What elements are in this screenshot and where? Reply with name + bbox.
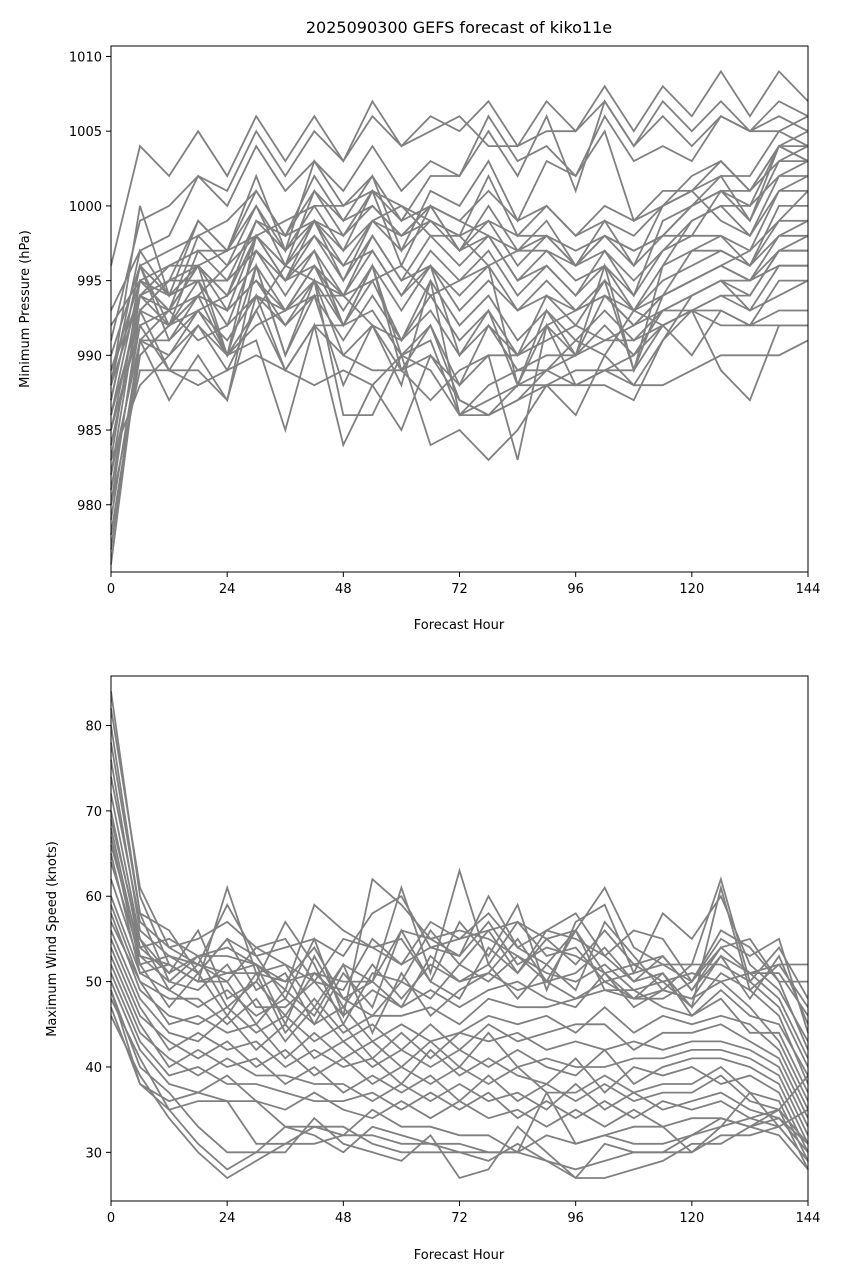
pressure-series-line-member-30 xyxy=(110,115,809,401)
pressure-x-tick-label: 96 xyxy=(567,582,584,597)
pressure-x-tick-label: 48 xyxy=(335,582,352,597)
wind-x-tick-label: 48 xyxy=(335,1211,352,1226)
wind-y-tick-label: 40 xyxy=(85,1061,102,1076)
wind-series-line-member-26 xyxy=(110,981,809,1170)
wind-series-line-member-22 xyxy=(110,947,809,1162)
wind-member-lines xyxy=(110,691,809,1180)
wind-y-ticks: 30 40 50 60 70 80 xyxy=(85,720,111,1161)
pressure-series-line-member-22 xyxy=(110,292,808,476)
wind-series-line-member-14 xyxy=(110,861,809,1102)
chart-title: 2025090300 GEFS forecast of kiko11e xyxy=(306,18,612,37)
pressure-y-tick-label: 980 xyxy=(77,499,102,514)
wind-x-ticks: 0 24 48 72 96 120 144 xyxy=(107,1201,821,1226)
pressure-y-tick-label: 995 xyxy=(77,275,102,290)
pressure-x-tick-label: 0 xyxy=(107,582,115,597)
wind-series-line-member-24 xyxy=(110,964,809,1153)
wind-series-line-member-21 xyxy=(110,938,809,1153)
wind-series-line-member-18 xyxy=(110,912,809,1128)
wind-y-tick-label: 60 xyxy=(85,890,102,905)
wind-y-tick-label: 30 xyxy=(85,1146,102,1161)
pressure-x-ticks: 0 24 48 72 96 120 144 xyxy=(107,572,821,597)
wind-x-tick-label: 144 xyxy=(796,1211,821,1226)
wind-x-tick-label: 120 xyxy=(679,1211,704,1226)
pressure-series-line-member-26 xyxy=(110,175,809,374)
pressure-y-tick-label: 985 xyxy=(77,424,102,439)
pressure-series-line-member-01 xyxy=(110,69,809,266)
wind-series-line-member-10 xyxy=(110,827,809,1027)
wind-panel: 0 24 48 72 96 120 144 30 40 50 60 70 80 Forecast Ho… xyxy=(45,675,821,1263)
wind-y-tick-label: 50 xyxy=(85,976,102,991)
wind-x-tick-label: 96 xyxy=(567,1211,584,1226)
pressure-panel: 2025090300 GEFS forecast of kiko11e 0 24 4… xyxy=(18,18,820,633)
pressure-x-tick-label: 120 xyxy=(679,582,704,597)
wind-y-tick-label: 80 xyxy=(85,720,102,735)
pressure-y-tick-label: 990 xyxy=(77,349,102,364)
pressure-x-tick-label: 72 xyxy=(451,582,468,597)
wind-series-line-member-11 xyxy=(110,836,809,1059)
wind-series-line-member-25 xyxy=(110,972,809,1162)
wind-series-line-member-29 xyxy=(110,1006,809,1180)
pressure-x-axis-label: Forecast Hour xyxy=(414,618,505,633)
wind-y-tick-label: 70 xyxy=(85,805,102,820)
wind-x-tick-label: 24 xyxy=(219,1211,236,1226)
pressure-series-line-member-02 xyxy=(110,99,809,311)
wind-series-line-member-20 xyxy=(110,930,809,1145)
pressure-y-tick-label: 1000 xyxy=(69,200,102,215)
pressure-y-tick-label: 1010 xyxy=(69,50,102,65)
pressure-x-tick-label: 24 xyxy=(219,582,236,597)
wind-x-tick-label: 0 xyxy=(107,1211,115,1226)
pressure-series-line-member-31 xyxy=(110,144,809,416)
wind-y-axis-label: Maximum Wind Speed (knots) xyxy=(45,841,60,1037)
pressure-y-ticks: 980 985 990 995 1000 1005 1010 xyxy=(69,50,111,514)
pressure-series-line-member-23 xyxy=(110,309,808,505)
pressure-x-tick-label: 144 xyxy=(796,582,821,597)
wind-x-axis-label: Forecast Hour xyxy=(414,1248,505,1263)
wind-x-tick-label: 72 xyxy=(451,1211,468,1226)
pressure-y-axis-label: Minimum Pressure (hPa) xyxy=(18,230,33,388)
pressure-member-lines xyxy=(110,69,809,565)
wind-series-line-member-31 xyxy=(110,998,809,1180)
pressure-y-tick-label: 1005 xyxy=(69,125,102,140)
pressure-series-line-member-25 xyxy=(110,220,809,550)
